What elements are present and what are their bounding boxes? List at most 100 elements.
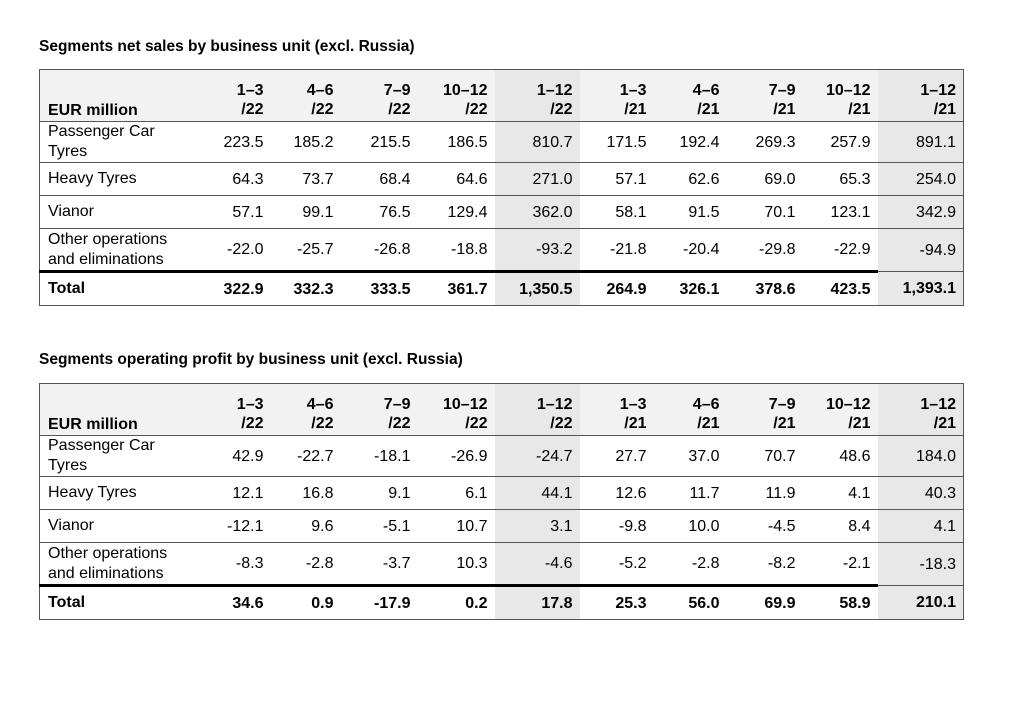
table-cell: 264.9 <box>579 270 654 306</box>
table-cell: 9.6 <box>270 509 341 543</box>
table-cell: -24.7 <box>494 435 580 477</box>
row-label: Total <box>39 584 186 620</box>
column-period: 1–12 <box>920 396 956 413</box>
table-cell: 62.6 <box>653 162 727 196</box>
table-row: Heavy Tyres 64.3 73.7 68.4 64.6 271.0 57.1 62.6… <box>39 162 964 196</box>
table-cell: 69.0 <box>726 162 803 196</box>
table-cell: 11.7 <box>653 476 727 510</box>
table-cell: 70.7 <box>726 435 803 477</box>
column-header: 1–3/21 <box>579 69 654 122</box>
row-label: Heavy Tyres <box>39 476 186 510</box>
table-cell: -2.8 <box>305 555 334 572</box>
table-cell: 27.7 <box>579 435 654 477</box>
column-header: 10–12/22 <box>417 69 495 122</box>
table-cell: 12.1 <box>185 476 271 510</box>
table-cell: 68.4 <box>340 162 418 196</box>
table-cell: 69.9 <box>726 584 803 620</box>
column-year: /22 <box>311 415 334 432</box>
table-cell: 73.7 <box>270 162 341 196</box>
column-period: 1–3 <box>236 396 264 413</box>
table-row: Vianor -12.1 9.6 -5.1 10.7 3.1 -9.8 10.0 -4.5 8.4… <box>39 509 964 543</box>
column-header: 1–3/21 <box>579 383 654 436</box>
column-period: 4–6 <box>306 82 334 99</box>
row-label-line: Vianor <box>48 203 94 220</box>
column-year: /21 <box>773 101 796 118</box>
row-label: Vianor <box>39 195 186 229</box>
column-header: 1–12/22 <box>494 69 580 122</box>
table-cell: 56.0 <box>653 584 727 620</box>
column-period: 10–12 <box>826 396 871 413</box>
column-year: /21 <box>933 415 956 432</box>
row-label: Heavy Tyres <box>39 162 186 196</box>
table-cell: 11.9 <box>726 476 803 510</box>
table-cell: -18.3 <box>877 542 964 586</box>
table-cell: 185.2 <box>270 121 341 163</box>
table-cell: -4.6 <box>494 542 580 586</box>
table-row: Other operations and eliminations -8.3 -2.8… <box>40 542 964 586</box>
column-header: 1–12/21 <box>877 69 964 122</box>
column-year: /21 <box>848 415 871 432</box>
row-label-line: Vianor <box>48 517 94 534</box>
column-header: 1–12/21 <box>877 383 964 436</box>
table-cell: 333.5 <box>340 270 418 306</box>
row-label: Total <box>39 270 186 306</box>
row-label-line: Tyres <box>48 457 88 474</box>
column-period: 1–12 <box>920 82 956 99</box>
row-label: Passenger Car Tyres <box>39 435 186 477</box>
table-cell: -22.9 <box>834 241 871 258</box>
column-header: 4–6/21 <box>653 383 727 436</box>
table-cell: 326.1 <box>653 270 727 306</box>
column-period: 4–6 <box>692 396 720 413</box>
column-year: /21 <box>697 415 720 432</box>
column-year: /22 <box>388 415 411 432</box>
table-cell: -3.7 <box>382 555 411 572</box>
row-label-line: Heavy Tyres <box>48 484 137 501</box>
table-cell: -26.9 <box>417 435 495 477</box>
table-cell: 12.6 <box>579 476 654 510</box>
table-cell: -22.7 <box>270 435 341 477</box>
operating-profit-title: Segments operating profit by business un… <box>39 351 463 368</box>
table-cell: 58.1 <box>579 195 654 229</box>
table-cell: 271.0 <box>494 162 580 196</box>
unit-label: EUR million <box>39 383 186 436</box>
column-year: /22 <box>241 415 264 432</box>
table-cell: -4.5 <box>726 509 803 543</box>
table-cell: 10.0 <box>653 509 727 543</box>
table-cell: 4.1 <box>802 476 878 510</box>
table-cell: 64.6 <box>417 162 495 196</box>
table-cell: -18.8 <box>451 241 488 258</box>
column-year: /21 <box>624 101 647 118</box>
table-cell: 64.3 <box>185 162 271 196</box>
table-cell: -9.8 <box>579 509 654 543</box>
table-cell: 70.1 <box>726 195 803 229</box>
column-header: 1–3/22 <box>185 69 271 122</box>
row-label-line: and eliminations <box>48 250 164 268</box>
table-cell: 99.1 <box>270 195 341 229</box>
table-cell: 8.4 <box>802 509 878 543</box>
column-year: /22 <box>465 101 488 118</box>
column-header: 7–9/21 <box>726 383 803 436</box>
row-label: Vianor <box>39 509 186 543</box>
column-year: /21 <box>697 101 720 118</box>
table-cell: 0.9 <box>270 584 341 620</box>
column-period: 10–12 <box>443 396 488 413</box>
table-cell: -2.1 <box>842 555 871 572</box>
row-label: Other operations and eliminations <box>40 543 186 586</box>
table-cell: 40.3 <box>877 476 964 510</box>
table-cell: -93.2 <box>494 228 580 272</box>
row-label-line: Other operations <box>48 230 168 248</box>
table-cell: 65.3 <box>802 162 878 196</box>
column-header: 1–3/22 <box>185 383 271 436</box>
table-cell: 1,393.1 <box>877 271 964 306</box>
row-label-line: Other operations <box>48 544 168 562</box>
table-cell: 25.3 <box>579 584 654 620</box>
column-header: 10–12/22 <box>417 383 495 436</box>
table-row: Heavy Tyres 12.1 16.8 9.1 6.1 44.1 12.6 11.7 11.… <box>39 476 964 510</box>
column-period: 1–3 <box>619 396 647 413</box>
table-cell: -17.9 <box>340 584 418 620</box>
table-cell: 423.5 <box>802 270 878 306</box>
column-period: 4–6 <box>306 396 334 413</box>
table-cell: -25.7 <box>297 241 334 258</box>
column-header: 10–12/21 <box>802 383 878 436</box>
table-cell: 10.3 <box>456 555 488 572</box>
